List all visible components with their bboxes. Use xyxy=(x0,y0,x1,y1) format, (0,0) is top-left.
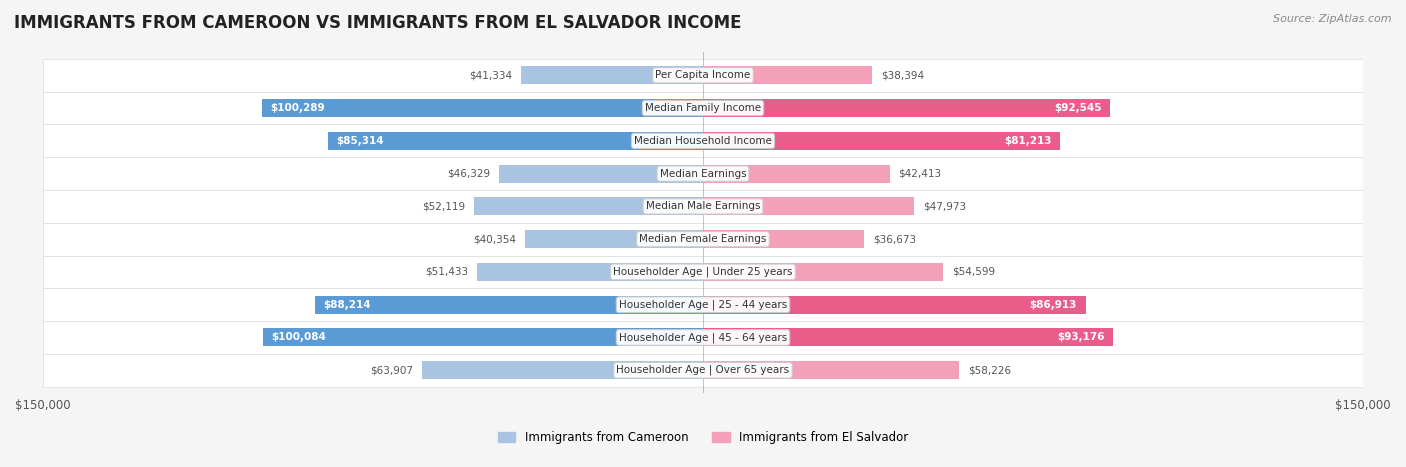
Bar xyxy=(42,190,1364,223)
Text: $63,907: $63,907 xyxy=(370,365,413,375)
Text: Median Family Income: Median Family Income xyxy=(645,103,761,113)
Text: $85,314: $85,314 xyxy=(336,136,384,146)
Bar xyxy=(42,157,1364,190)
Text: $58,226: $58,226 xyxy=(969,365,1011,375)
Text: $38,394: $38,394 xyxy=(880,71,924,80)
Text: $93,176: $93,176 xyxy=(1057,333,1104,342)
Text: $36,673: $36,673 xyxy=(873,234,917,244)
Text: Householder Age | 45 - 64 years: Householder Age | 45 - 64 years xyxy=(619,332,787,343)
Text: Per Capita Income: Per Capita Income xyxy=(655,71,751,80)
Text: $88,214: $88,214 xyxy=(323,300,371,310)
Text: $100,289: $100,289 xyxy=(270,103,325,113)
Text: Householder Age | Under 25 years: Householder Age | Under 25 years xyxy=(613,267,793,277)
Text: Source: ZipAtlas.com: Source: ZipAtlas.com xyxy=(1274,14,1392,24)
Text: Median Male Earnings: Median Male Earnings xyxy=(645,201,761,212)
Text: $52,119: $52,119 xyxy=(422,201,465,212)
Text: $51,433: $51,433 xyxy=(425,267,468,277)
Bar xyxy=(42,125,1364,157)
Text: $46,329: $46,329 xyxy=(447,169,491,178)
Text: $54,599: $54,599 xyxy=(952,267,995,277)
Bar xyxy=(42,92,1364,125)
Text: $41,334: $41,334 xyxy=(470,71,512,80)
Text: $100,084: $100,084 xyxy=(271,333,326,342)
Text: $86,913: $86,913 xyxy=(1029,300,1077,310)
Text: $40,354: $40,354 xyxy=(474,234,516,244)
Bar xyxy=(42,59,1364,92)
Legend: Immigrants from Cameroon, Immigrants from El Salvador: Immigrants from Cameroon, Immigrants fro… xyxy=(494,426,912,449)
Text: IMMIGRANTS FROM CAMEROON VS IMMIGRANTS FROM EL SALVADOR INCOME: IMMIGRANTS FROM CAMEROON VS IMMIGRANTS F… xyxy=(14,14,741,32)
Text: Householder Age | 25 - 44 years: Householder Age | 25 - 44 years xyxy=(619,299,787,310)
Bar xyxy=(42,255,1364,288)
Text: Median Household Income: Median Household Income xyxy=(634,136,772,146)
Text: Median Earnings: Median Earnings xyxy=(659,169,747,178)
Bar xyxy=(42,354,1364,387)
Bar xyxy=(42,288,1364,321)
Text: $81,213: $81,213 xyxy=(1004,136,1052,146)
Bar xyxy=(42,223,1364,255)
Text: $47,973: $47,973 xyxy=(922,201,966,212)
Text: Householder Age | Over 65 years: Householder Age | Over 65 years xyxy=(616,365,790,375)
Text: Median Female Earnings: Median Female Earnings xyxy=(640,234,766,244)
Text: $42,413: $42,413 xyxy=(898,169,942,178)
Bar xyxy=(42,321,1364,354)
Text: $92,545: $92,545 xyxy=(1054,103,1101,113)
